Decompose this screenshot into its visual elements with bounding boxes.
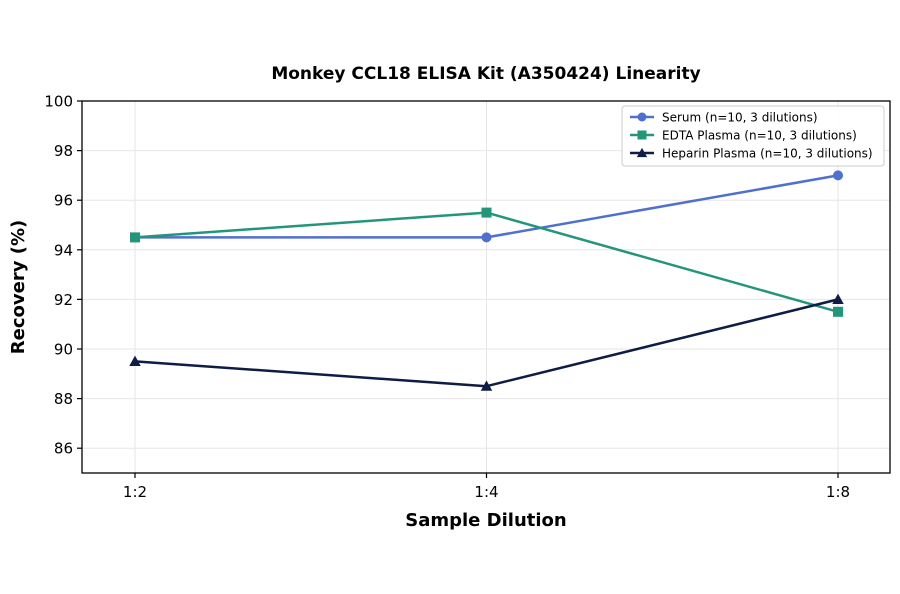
y-tick-label: 94 <box>54 241 73 259</box>
grid-lines <box>82 101 890 473</box>
y-axis-label: Recovery (%) <box>8 220 29 354</box>
y-tick-label: 86 <box>54 440 73 458</box>
series-3 <box>129 293 844 391</box>
x-tick-label: 1:2 <box>123 483 147 501</box>
data-point <box>129 355 141 366</box>
legend-label: EDTA Plasma (n=10, 3 dilutions) <box>662 129 857 143</box>
legend-box <box>621 105 885 167</box>
legend-label: Heparin Plasma (n=10, 3 dilutions) <box>662 147 873 161</box>
y-tick-label: 100 <box>44 93 73 111</box>
data-point <box>637 112 647 122</box>
data-point <box>481 207 492 218</box>
data-point <box>636 147 648 158</box>
legend: Serum (n=10, 3 dilutions) EDTA Plasma (n=… <box>621 105 885 167</box>
legend-entry: Serum (n=10, 3 dilutions) <box>630 111 818 125</box>
y-axis-ticks: 86 88 90 92 94 96 98 100 <box>44 93 82 458</box>
x-axis-label: Sample Dilution <box>405 510 566 531</box>
data-point <box>480 380 493 391</box>
legend-label: Serum (n=10, 3 dilutions) <box>662 111 818 125</box>
y-tick-label: 96 <box>54 192 73 210</box>
y-tick-label: 98 <box>54 142 73 160</box>
y-tick-label: 92 <box>54 291 73 309</box>
legend-entry: Heparin Plasma (n=10, 3 dilutions) <box>630 147 873 161</box>
data-point <box>833 170 843 181</box>
data-point <box>130 232 140 243</box>
x-tick-label: 1:8 <box>826 483 850 501</box>
data-point <box>637 130 647 140</box>
x-tick-label: 1:4 <box>474 483 498 501</box>
data-point <box>481 232 492 243</box>
data-point <box>832 293 844 304</box>
y-tick-label: 88 <box>54 390 73 408</box>
series-layer <box>129 170 844 391</box>
y-tick-label: 90 <box>54 341 73 359</box>
chart-title: Monkey CCL18 ELISA Kit (A350424) Lineari… <box>271 64 700 84</box>
series-2 <box>130 207 843 317</box>
x-axis-ticks: 1:2 1:4 1:8 <box>123 473 850 501</box>
data-point <box>833 306 843 317</box>
legend-entry: EDTA Plasma (n=10, 3 dilutions) <box>630 129 857 143</box>
